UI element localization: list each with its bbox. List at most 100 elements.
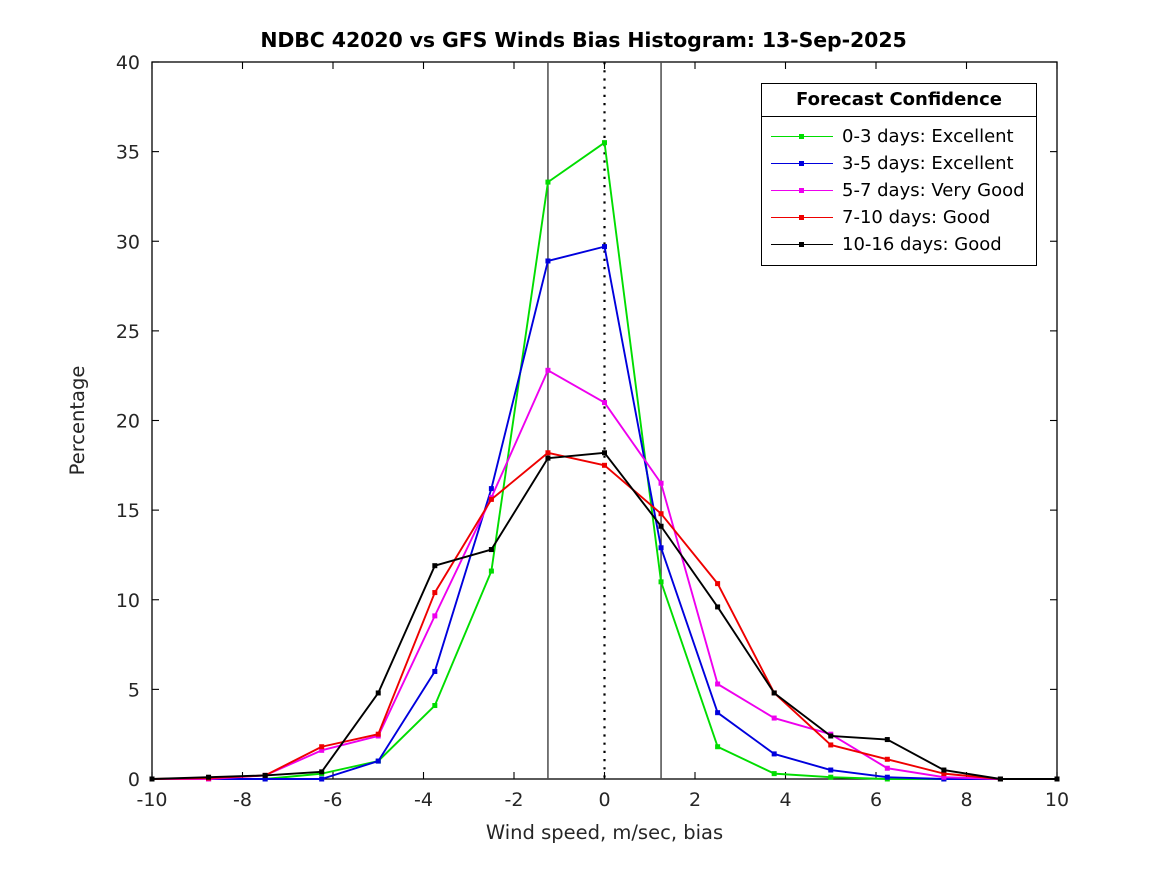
legend-item-label: 0-3 days: Excellent: [842, 126, 1014, 147]
y-tick-label: 35: [116, 142, 140, 164]
x-tick-label: -4: [414, 789, 433, 811]
legend-item-label: 3-5 days: Excellent: [842, 153, 1014, 174]
data-point: [715, 744, 721, 750]
data-point: [545, 258, 551, 264]
data-point: [771, 751, 777, 757]
y-axis-title: Percentage: [66, 366, 89, 476]
legend-color-swatch: [771, 184, 833, 198]
x-tick-label: 6: [870, 789, 882, 811]
data-point: [375, 758, 381, 764]
data-point: [375, 690, 381, 696]
data-point: [601, 140, 607, 146]
data-point: [658, 480, 664, 486]
data-point: [262, 772, 268, 778]
y-tick-label: 5: [128, 679, 140, 701]
x-tick-label: 2: [689, 789, 701, 811]
series-line: [151, 451, 1057, 780]
data-point: [828, 774, 834, 780]
legend-item-4[interactable]: 10-16 days: Good: [762, 231, 1036, 258]
data-point: [771, 690, 777, 696]
data-point: [715, 681, 721, 687]
data-point: [884, 756, 890, 762]
legend-item-3[interactable]: 7-10 days: Good: [762, 204, 1036, 231]
data-point: [715, 581, 721, 587]
data-point: [658, 545, 664, 551]
data-point: [432, 613, 438, 619]
data-point: [658, 579, 664, 585]
data-point: [771, 771, 777, 777]
data-point: [658, 523, 664, 529]
data-point: [149, 776, 155, 782]
y-tick-label: 30: [116, 231, 140, 253]
data-point: [884, 774, 890, 780]
chart-legend: Forecast Confidence 0-3 days: Excellent 3…: [761, 83, 1037, 266]
data-point: [658, 511, 664, 517]
data-point: [601, 462, 607, 468]
data-point: [715, 604, 721, 610]
data-point: [319, 769, 325, 775]
data-point: [432, 703, 438, 709]
legend-title: Forecast Confidence: [762, 84, 1036, 117]
y-tick-label: 25: [116, 321, 140, 343]
legend-item-0[interactable]: 0-3 days: Excellent: [762, 123, 1036, 150]
data-point: [432, 668, 438, 674]
data-point: [884, 737, 890, 743]
data-point: [545, 367, 551, 373]
data-point: [828, 767, 834, 773]
legend-item-2[interactable]: 5-7 days: Very Good: [762, 177, 1036, 204]
legend-color-swatch: [771, 238, 833, 252]
legend-item-1[interactable]: 3-5 days: Excellent: [762, 150, 1036, 177]
legend-marker-icon: [799, 187, 804, 193]
series-line: [151, 451, 1057, 780]
legend-items: 0-3 days: Excellent 3-5 days: Excellent 5-…: [762, 117, 1036, 265]
data-point: [601, 244, 607, 250]
legend-color-swatch: [771, 157, 833, 171]
data-point: [884, 765, 890, 771]
data-point: [488, 496, 494, 502]
legend-color-swatch: [771, 211, 833, 225]
x-tick-label: 0: [598, 789, 610, 811]
legend-marker-icon: [799, 241, 804, 247]
legend-item-label: 5-7 days: Very Good: [842, 180, 1025, 201]
series-4: [149, 450, 1060, 782]
data-point: [488, 547, 494, 553]
data-point: [206, 774, 212, 780]
data-point: [601, 450, 607, 456]
data-point: [432, 563, 438, 569]
x-tick-label: -2: [505, 789, 524, 811]
x-axis-title: Wind speed, m/sec, bias: [486, 821, 723, 844]
data-point: [1054, 776, 1060, 782]
data-point: [545, 179, 551, 185]
data-point: [545, 455, 551, 461]
legend-item-label: 10-16 days: Good: [842, 234, 1002, 255]
y-tick-label: 20: [116, 411, 140, 433]
y-tick-label: 10: [116, 590, 140, 612]
data-point: [601, 400, 607, 406]
data-point: [375, 731, 381, 737]
data-point: [545, 450, 551, 456]
chart-title: NDBC 42020 vs GFS Winds Bias Histogram: …: [260, 28, 907, 52]
data-point: [432, 590, 438, 596]
series-3: [149, 450, 1060, 782]
data-point: [488, 486, 494, 492]
legend-marker-icon: [799, 133, 804, 139]
legend-color-swatch: [771, 130, 833, 144]
data-point: [771, 715, 777, 721]
x-tick-label: -6: [324, 789, 343, 811]
data-point: [941, 767, 947, 773]
y-tick-label: 15: [116, 500, 140, 522]
legend-marker-icon: [799, 214, 804, 220]
y-tick-label: 0: [128, 769, 140, 791]
data-point: [488, 568, 494, 574]
x-tick-label: 8: [960, 789, 972, 811]
data-point: [828, 742, 834, 748]
data-point: [715, 710, 721, 716]
legend-item-label: 7-10 days: Good: [842, 207, 991, 228]
data-point: [997, 776, 1003, 782]
y-tick-label: 40: [116, 52, 140, 74]
x-tick-label: -10: [136, 789, 167, 811]
x-tick-label: 10: [1045, 789, 1069, 811]
x-tick-label: -8: [233, 789, 252, 811]
